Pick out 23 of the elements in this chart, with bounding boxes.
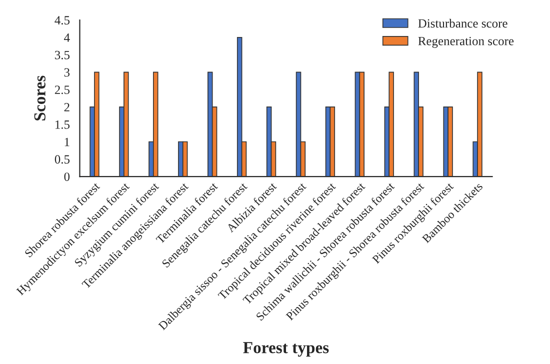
bar	[330, 106, 336, 177]
y-tick-label: 0.5	[54, 155, 70, 164]
y-tick-label: 4	[64, 34, 70, 42]
legend-label: Disturbance score	[418, 18, 508, 28]
y-tick-label: 1	[64, 138, 70, 146]
x-axis-title: Forest types	[243, 342, 329, 357]
bar	[266, 106, 272, 177]
bar	[359, 72, 364, 177]
bar	[296, 72, 302, 177]
bar	[236, 36, 242, 177]
bar	[182, 141, 188, 177]
y-axis-title: Scores	[34, 76, 46, 120]
y-tick-label: 1.5	[56, 120, 70, 129]
y-tick-label: 3.5	[55, 50, 70, 60]
y-tick-label: 2.5	[54, 86, 70, 94]
y-tick-label: 0	[64, 172, 70, 181]
bar	[388, 72, 394, 177]
y-tick-label: 4.5	[54, 16, 70, 25]
y-tick-label: 3	[64, 68, 70, 77]
bar	[152, 72, 158, 177]
legend-label: Regeneration score	[418, 36, 514, 48]
y-tick-label: 2	[64, 103, 70, 112]
bar	[208, 72, 213, 177]
